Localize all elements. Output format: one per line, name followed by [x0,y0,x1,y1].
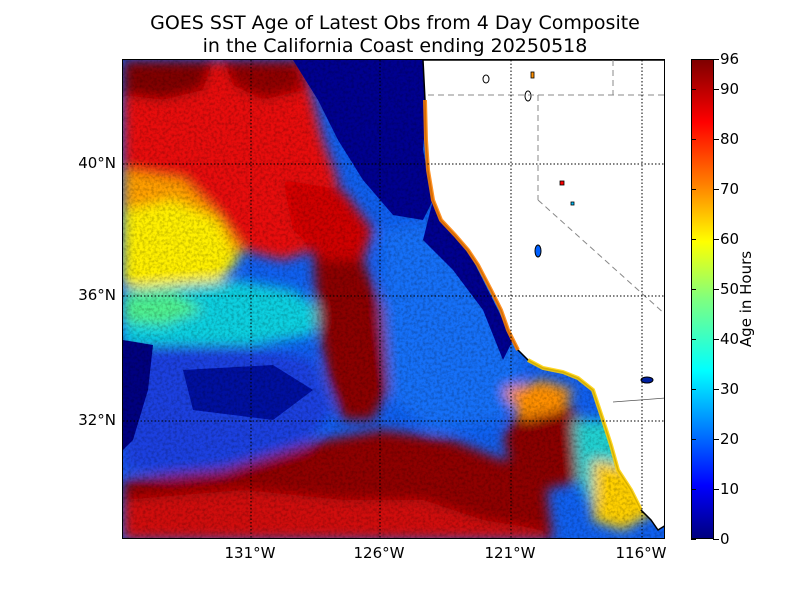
colorbar-tick-inner [691,238,696,240]
colorbar-tick-label: 60 [720,230,740,248]
colorbar-tick-inner [691,338,696,340]
lake-small-1 [524,90,532,102]
colorbar-tick-label: 50 [720,280,740,298]
colorbar-tick-inner [691,388,696,390]
colorbar-tick [713,138,719,140]
colorbar-label: Age in Hours [737,250,755,348]
reservoir-2 [559,180,565,186]
colorbar-tick-inner [691,58,696,60]
colorbar-tick [713,58,719,60]
colorbar-tick-label: 30 [720,380,740,398]
colorbar-tick-label: 90 [720,80,740,98]
lon-label-116: 116°W [615,544,667,562]
lake-small-2 [482,74,490,84]
lat-label-36: 36°N [78,286,116,304]
colorbar-tick-label: 0 [720,530,730,548]
colorbar-tick [713,238,719,240]
colorbar-tick-label: 40 [720,330,740,348]
colorbar-tick [713,438,719,440]
colorbar-tick [713,488,719,490]
colorbar-tick [713,288,719,290]
colorbar-tick-label: 10 [720,480,740,498]
colorbar-tick [713,538,719,540]
salton-sea [640,376,654,384]
lat-label-32: 32°N [78,411,116,429]
colorbar-tick-label: 70 [720,180,740,198]
reservoir-1 [530,71,535,79]
map-svg [123,60,664,538]
lon-label-131: 131°W [224,544,276,562]
coast-fringe-south [527,358,643,511]
colorbar-tick [713,338,719,340]
lat-label-40: 40°N [78,154,116,172]
colorbar-tick-label: 96 [720,50,740,68]
colorbar-tick [713,88,719,90]
lon-label-121: 121°W [484,544,536,562]
coast-fringe [423,99,520,351]
colorbar-tick [713,188,719,190]
sst-age-map [122,59,665,539]
colorbar-tick-inner [691,488,696,490]
colorbar-tick-inner [691,288,696,290]
colorbar-tick-inner [691,138,696,140]
lon-label-126: 126°W [353,544,405,562]
graticule [123,60,664,538]
mexico-border [612,397,664,403]
colorbar-tick-label: 80 [720,130,740,148]
colorbar-tick-inner [691,438,696,440]
colorbar-tick-inner [691,88,696,90]
colorbar [691,59,714,539]
chart-title-line1: GOES SST Age of Latest Obs from 4 Day Co… [150,12,640,34]
reservoir-3 [570,201,575,206]
colorbar-tick-label: 20 [720,430,740,448]
colorbar-tick-inner [691,188,696,190]
colorbar-tick [713,388,719,390]
lake-tahoe [534,244,542,258]
colorbar-tick-inner [691,538,696,540]
chart-title-line2: in the California Coast ending 20250518 [202,35,588,57]
